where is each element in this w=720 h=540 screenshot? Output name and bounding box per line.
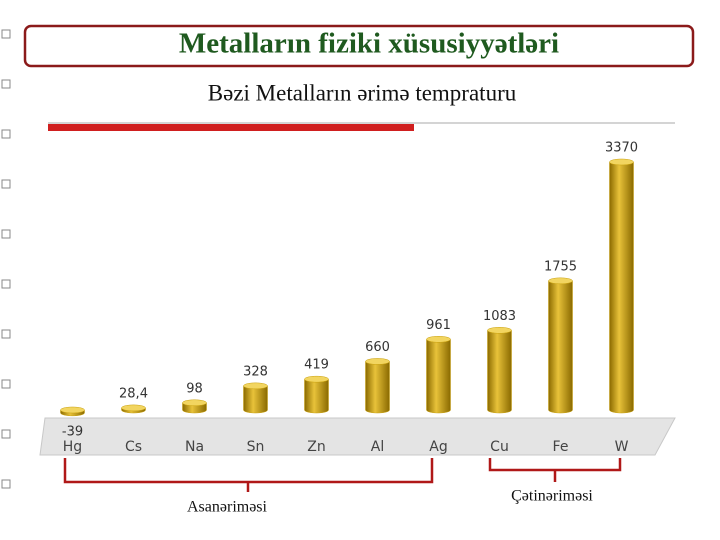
bar-top: [304, 375, 329, 383]
bar-top: [182, 399, 207, 407]
value-label: 419: [304, 358, 329, 373]
bar: [609, 161, 634, 414]
x-tick-label: Fe: [553, 439, 569, 455]
bar-top: [365, 358, 390, 365]
value-label: -39: [62, 425, 83, 440]
bar-top: [548, 277, 573, 285]
title-box: [23, 24, 695, 68]
x-tick-label: Sn: [247, 439, 265, 455]
bar-top: [243, 382, 268, 390]
value-label: 328: [243, 364, 268, 379]
bar-top: [121, 404, 146, 412]
x-tick-label: Cu: [490, 439, 509, 455]
x-tick-label: Na: [185, 439, 204, 455]
annotation: Asanərimәsi: [187, 499, 268, 516]
value-label: 961: [426, 318, 451, 333]
bar-top: [609, 158, 634, 166]
bar-top: [487, 327, 512, 334]
bar: [243, 385, 268, 414]
x-tick-label: Hg: [63, 439, 82, 455]
x-tick-label: Ag: [429, 439, 447, 455]
bar: [426, 339, 451, 414]
bar-top: [426, 336, 451, 343]
bar: [365, 361, 390, 414]
bar: [487, 330, 512, 414]
x-tick-label: W: [615, 439, 629, 455]
bar: [548, 280, 573, 414]
subtitle: Bəzi Metalların ərimə tempraturu: [208, 80, 517, 105]
x-tick-label: Cs: [125, 439, 142, 455]
brackets: [63, 458, 622, 492]
value-label: 3370: [605, 141, 638, 156]
bar: [304, 378, 329, 414]
floor: [39, 417, 676, 456]
x-tick-label: Zn: [307, 439, 325, 455]
bullets: [1, 29, 11, 489]
value-label: 28,4: [119, 386, 148, 401]
value-label: 660: [365, 340, 390, 355]
annotation: Çətinərimәsi: [511, 488, 593, 505]
bar-top: [60, 406, 85, 414]
accent-bar: [48, 124, 414, 131]
value-label: 1755: [544, 259, 577, 274]
value-label: 1083: [483, 309, 516, 324]
title: Metalların fiziki xüsusiyyətləri: [179, 28, 559, 60]
x-tick-label: Al: [371, 439, 384, 455]
value-label: 98: [186, 381, 203, 396]
